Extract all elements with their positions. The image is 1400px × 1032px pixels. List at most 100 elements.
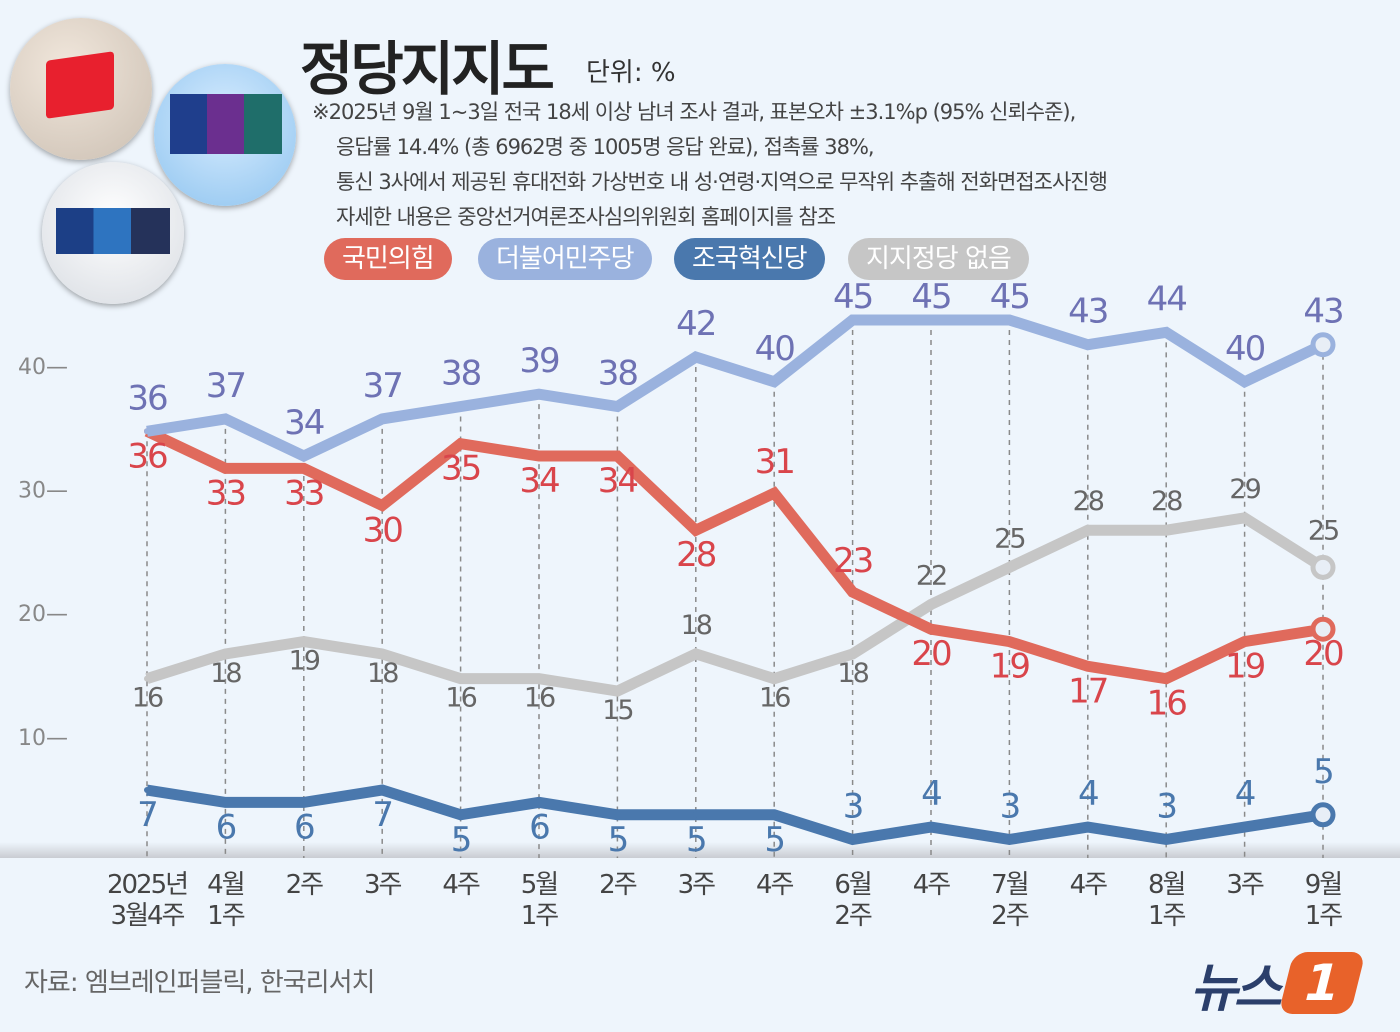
- data-point: [692, 650, 699, 657]
- data-point: [771, 490, 778, 497]
- data-label: 4: [1235, 774, 1255, 814]
- x-tick-label: 2025년: [107, 870, 187, 900]
- data-point: [536, 799, 542, 806]
- data-point: [222, 465, 229, 472]
- data-point: [849, 650, 856, 657]
- data-label: 16: [445, 683, 476, 714]
- data-point: [1163, 527, 1170, 534]
- data-label: 6: [216, 807, 236, 847]
- data-point: [536, 675, 542, 682]
- data-label: 37: [206, 366, 245, 406]
- x-tick-label: 1주: [1148, 901, 1186, 931]
- x-tick-label: 7월: [991, 870, 1028, 900]
- data-label: 18: [837, 658, 868, 689]
- x-tick-label: 1주: [207, 901, 245, 931]
- data-point: [1163, 836, 1170, 843]
- data-point: [692, 811, 699, 818]
- data-point: [614, 688, 621, 695]
- data-point: [300, 453, 307, 460]
- x-tick-label: 2주: [599, 870, 637, 900]
- data-label: 34: [284, 403, 324, 443]
- data-point: [614, 453, 621, 460]
- data-label: 28: [676, 535, 716, 575]
- x-tick-label: 4월: [207, 870, 244, 900]
- data-label: 15: [602, 695, 632, 726]
- series-line-3: [145, 512, 1326, 697]
- data-label: 19: [1225, 647, 1265, 687]
- data-label: 18: [367, 658, 398, 689]
- data-label: 3: [1000, 786, 1020, 826]
- data-label: 40: [1225, 329, 1265, 369]
- data-label: 42: [676, 304, 715, 344]
- news1-logo-text: 뉴스: [1190, 958, 1282, 1019]
- data-label: 4: [1078, 774, 1098, 814]
- survey-note-3: 통신 3사에서 제공된 휴대전화 가상번호 내 성·연령·지역으로 무작위 추출…: [336, 170, 1108, 194]
- x-tick-label: 6월: [834, 870, 871, 900]
- data-point: [849, 316, 856, 323]
- data-point: [1163, 675, 1170, 682]
- data-point: [379, 787, 386, 794]
- data-label: 36: [127, 436, 167, 476]
- data-label: 28: [1073, 486, 1104, 517]
- legend-ppp: 국민의힘: [324, 238, 452, 280]
- data-point: [457, 440, 464, 447]
- data-point: [771, 378, 778, 385]
- data-label: 23: [833, 541, 872, 581]
- data-point: [1084, 824, 1091, 831]
- data-point: [1310, 616, 1336, 642]
- data-point: [771, 675, 778, 682]
- data-label: 18: [681, 610, 712, 641]
- data-point: [1084, 663, 1091, 670]
- series-line-0: [144, 426, 1324, 685]
- data-label: 35: [441, 449, 480, 489]
- data-label: 25: [994, 523, 1024, 554]
- data-label: 3: [1156, 786, 1176, 826]
- data-label: 16: [524, 683, 555, 714]
- data-label: 45: [833, 277, 872, 317]
- data-label: 4: [921, 774, 941, 814]
- party-logo-democratic-flag: [170, 94, 282, 154]
- data-label: 30: [363, 511, 403, 551]
- data-label: 36: [127, 378, 167, 418]
- data-point: [144, 787, 150, 794]
- data-label: 44: [1147, 279, 1187, 319]
- news1-logo: 뉴스 1: [1190, 948, 1366, 1019]
- data-point: [457, 675, 464, 682]
- data-point: [1241, 378, 1248, 385]
- data-point: [614, 811, 621, 818]
- data-label: 5: [686, 820, 706, 860]
- data-point: [614, 403, 621, 410]
- x-tick-label: 4주: [913, 870, 951, 900]
- data-point: [1241, 514, 1248, 521]
- legend-rebuilding-korea: 조국혁신당: [674, 238, 825, 280]
- data-label: 7: [137, 795, 157, 835]
- data-point: [1310, 802, 1336, 828]
- data-label: 5: [608, 820, 628, 860]
- data-label: 7: [372, 795, 392, 835]
- data-point: [1006, 564, 1013, 571]
- data-label: 5: [1313, 752, 1333, 792]
- series-line-1: [146, 314, 1326, 463]
- chart-baseline: [0, 842, 1400, 858]
- data-label: 6: [294, 807, 314, 847]
- data-label: 19: [289, 646, 320, 677]
- data-point: [692, 527, 699, 534]
- x-tick-label: 4주: [756, 870, 794, 900]
- y-tick-label: 30—: [18, 479, 68, 504]
- x-tick-label: 8월: [1148, 870, 1185, 900]
- data-point: [1006, 638, 1013, 645]
- x-tick-label: 9월: [1305, 870, 1342, 900]
- data-point: [1084, 341, 1091, 348]
- data-point: [1241, 638, 1248, 645]
- data-label: 37: [363, 366, 402, 406]
- data-label: 38: [441, 354, 481, 394]
- data-point: [457, 811, 464, 818]
- data-label: 20: [911, 634, 951, 674]
- data-label: 40: [755, 329, 795, 369]
- data-label: 20: [1303, 634, 1343, 674]
- data-label: 18: [210, 658, 241, 689]
- data-point: [536, 453, 542, 460]
- data-point: [144, 675, 150, 682]
- data-label: 31: [755, 442, 794, 482]
- data-point: [1310, 554, 1336, 580]
